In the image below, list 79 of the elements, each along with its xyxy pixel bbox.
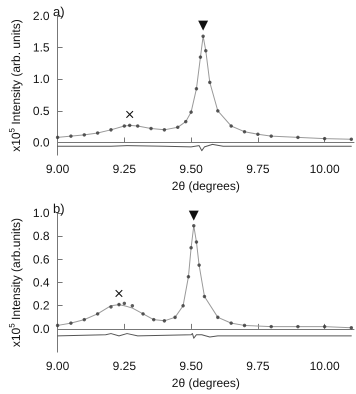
- point: [201, 34, 205, 38]
- point: [96, 312, 100, 316]
- point: [181, 304, 185, 308]
- annotation: ×: [124, 107, 136, 122]
- point: [208, 80, 212, 84]
- x-tick-label: 9.75: [246, 162, 270, 176]
- x-tick-label: 9.50: [179, 162, 204, 176]
- x-tick-label: 9.25: [112, 162, 136, 176]
- y-tick-label: 0.0: [32, 135, 50, 150]
- annotation: ▼: [198, 18, 208, 34]
- point: [204, 49, 208, 53]
- point: [69, 134, 73, 138]
- point: [192, 224, 196, 228]
- y-tick-label: 1.0: [32, 72, 50, 86]
- point: [269, 134, 273, 138]
- point: [216, 316, 220, 320]
- point: [176, 126, 180, 130]
- point: [198, 55, 202, 59]
- point: [162, 319, 166, 323]
- line-series: [57, 36, 352, 140]
- x-tick-label: 9.00: [46, 359, 70, 374]
- point: [194, 86, 198, 90]
- y-tick-label: 1.0: [32, 206, 50, 220]
- point: [122, 302, 126, 306]
- y-tick-label: 0.2: [32, 298, 50, 313]
- point: [256, 132, 260, 136]
- y-axis-title: x105 Intensity (arb.units): [8, 218, 23, 348]
- line-series: [57, 225, 352, 328]
- point: [229, 124, 233, 128]
- point: [350, 326, 354, 330]
- point: [189, 110, 193, 114]
- chart-title: a): [53, 4, 65, 19]
- point: [189, 246, 193, 250]
- point: [296, 324, 300, 328]
- x-tick-label: 10.00: [310, 359, 340, 374]
- y-tick-label: 1.5: [32, 40, 50, 55]
- y-tick-label: 0.4: [32, 276, 50, 290]
- point: [82, 318, 86, 322]
- point: [322, 136, 326, 140]
- x-tick-label: 10.00: [310, 162, 340, 176]
- x-tick-label: 9.75: [246, 359, 270, 374]
- y-tick-label: 0.6: [32, 252, 50, 266]
- point: [122, 124, 126, 128]
- x-tick-label: 9.00: [46, 162, 70, 176]
- point: [109, 305, 113, 309]
- x-tick-label: 9.50: [179, 359, 204, 374]
- point: [269, 324, 273, 328]
- annotation: ×: [114, 286, 124, 302]
- x-tick-label: 9.25: [112, 359, 136, 374]
- point: [350, 138, 354, 142]
- x-axis-title: 2θ (degrees): [172, 376, 240, 390]
- point: [296, 136, 300, 140]
- point: [109, 128, 113, 132]
- point: [152, 318, 156, 322]
- point: [130, 304, 134, 308]
- point: [96, 131, 100, 135]
- y-axis-title: x105 Intensity (arb. units): [8, 19, 23, 152]
- point: [162, 128, 166, 132]
- y-tick-label: 0.5: [32, 104, 50, 118]
- y-tick-label: 2.0: [32, 9, 50, 23]
- point: [128, 124, 132, 128]
- point: [141, 312, 145, 316]
- y-tick-label: 0.0: [32, 322, 50, 336]
- point: [173, 316, 177, 320]
- line-series: [57, 144, 352, 152]
- point: [216, 109, 220, 113]
- annotation: ▼: [188, 208, 199, 223]
- point: [136, 124, 140, 128]
- x-axis-title: 2θ (degrees): [172, 179, 240, 193]
- point: [82, 133, 86, 137]
- point: [69, 321, 73, 325]
- point: [56, 136, 60, 140]
- point: [242, 130, 246, 134]
- point: [229, 321, 233, 325]
- chart-title: b): [53, 201, 65, 216]
- point: [184, 120, 188, 124]
- point: [186, 275, 190, 279]
- point: [197, 263, 201, 267]
- y-tick-label: 0.8: [32, 229, 50, 244]
